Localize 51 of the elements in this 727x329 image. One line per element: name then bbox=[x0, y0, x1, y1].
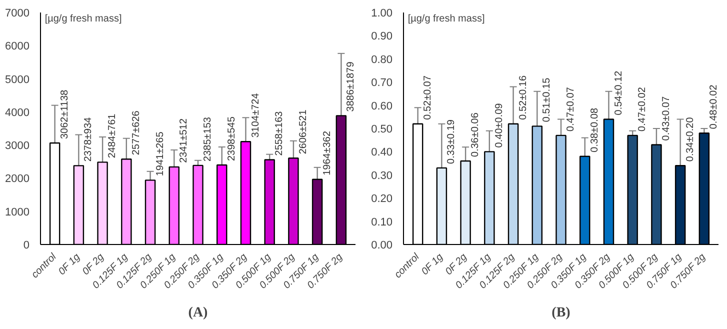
y-tick-label: 1.00 bbox=[371, 8, 393, 20]
data-label: 0.36±0.06 bbox=[470, 112, 482, 157]
data-label: 0.43±0.07 bbox=[660, 96, 672, 141]
data-label: 0.48±0.02 bbox=[708, 84, 720, 130]
y-tick-label: 4000 bbox=[5, 106, 30, 119]
text: (A) bbox=[188, 306, 208, 320]
data-label: 2341±512 bbox=[178, 118, 190, 163]
data-label: 3104±724 bbox=[250, 92, 262, 138]
data-label: 0.54±0.12 bbox=[613, 70, 624, 116]
x-tick-label: 0F 1g bbox=[420, 251, 446, 278]
y-tick-label: 0.70 bbox=[371, 77, 393, 90]
y-tick-label: 2000 bbox=[5, 173, 30, 186]
y-tick-label: 0.80 bbox=[371, 54, 393, 66]
y-tick-label: 3000 bbox=[5, 140, 30, 152]
y-axis-title: [µg/g fresh mass] bbox=[44, 14, 122, 24]
y-tick-label: 0.10 bbox=[371, 216, 393, 228]
data-label: 0.52±0.16 bbox=[518, 75, 529, 120]
y-tick-label: 1000 bbox=[5, 206, 30, 218]
y-axis-title: [µg/g fresh mass] bbox=[408, 14, 485, 24]
text: (B) bbox=[552, 306, 571, 320]
y-tick-label: 6000 bbox=[5, 40, 30, 53]
data-label: 2398±545 bbox=[226, 116, 238, 162]
data-label: 3886±1879 bbox=[346, 61, 357, 112]
y-tick-label: 0 bbox=[23, 240, 30, 252]
y-tick-label: 0.00 bbox=[371, 240, 393, 252]
y-tick-label: 0.50 bbox=[371, 124, 393, 136]
data-label: 3062±1138 bbox=[59, 89, 70, 140]
data-label: 2484±761 bbox=[107, 113, 118, 158]
y-tick-label: 0.90 bbox=[371, 30, 393, 43]
y-tick-label: 0.20 bbox=[371, 193, 393, 206]
data-label: 2606±521 bbox=[298, 109, 309, 154]
y-tick-label: 0.40 bbox=[371, 146, 393, 159]
data-label: 0.52±0.07 bbox=[422, 75, 434, 120]
data-label: 2385±153 bbox=[202, 116, 214, 162]
data-label: 2558±163 bbox=[274, 110, 286, 156]
data-label: 0.47±0.02 bbox=[637, 86, 648, 132]
y-tick-label: 0.30 bbox=[371, 170, 393, 182]
data-label: 0.40±0.09 bbox=[494, 102, 505, 148]
y-tick-label: 7000 bbox=[5, 8, 30, 20]
data-label: 0.38±0.08 bbox=[589, 107, 600, 152]
x-tick-label: 0F 1g bbox=[56, 251, 83, 278]
data-label: 0.47±0.07 bbox=[566, 86, 577, 132]
data-label: 0.34±0.20 bbox=[684, 116, 696, 162]
data-label: 2577±626 bbox=[130, 110, 142, 156]
y-tick-label: 0.60 bbox=[371, 100, 393, 112]
data-label: 2378±934 bbox=[83, 116, 94, 162]
data-label: 1941±265 bbox=[154, 131, 166, 176]
data-label: 0.33±0.19 bbox=[446, 119, 458, 164]
y-tick-label: 5000 bbox=[5, 74, 30, 86]
data-label: 1964±362 bbox=[322, 130, 333, 176]
data-label: 0.51±0.15 bbox=[542, 77, 553, 122]
